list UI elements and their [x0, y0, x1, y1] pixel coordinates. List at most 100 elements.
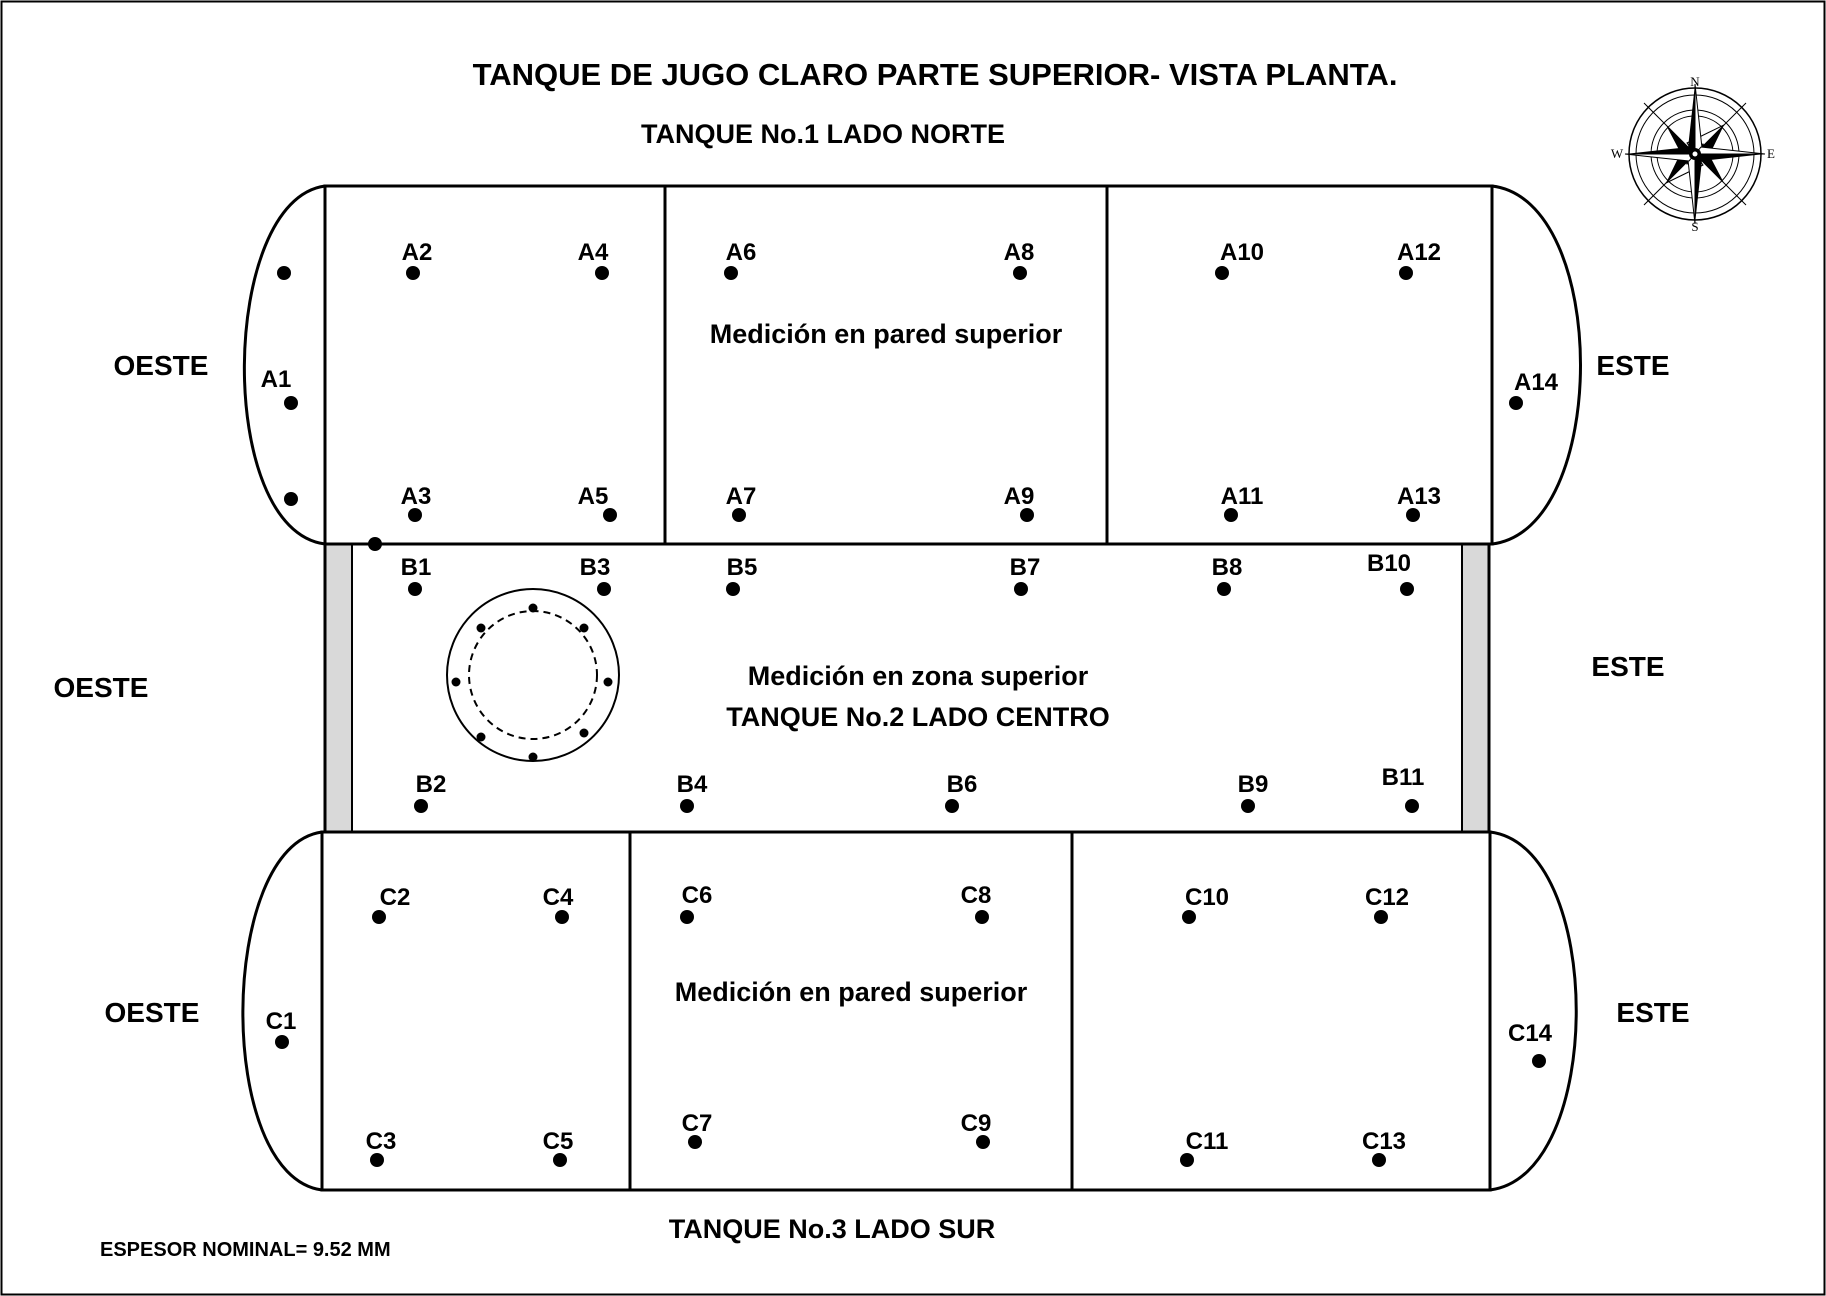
point-a9 — [1020, 508, 1034, 522]
point-a13 — [1406, 508, 1420, 522]
label-b8: B8 — [1212, 554, 1243, 581]
label-a3: A3 — [401, 483, 432, 510]
label-a4: A4 — [578, 239, 609, 266]
label-b5: B5 — [727, 554, 758, 581]
point-a2 — [406, 266, 420, 280]
east-label-north: ESTE — [1596, 350, 1669, 381]
point-c12 — [1374, 910, 1388, 924]
point-c6 — [680, 910, 694, 924]
label-c5: C5 — [543, 1128, 574, 1155]
point-a1 — [284, 396, 298, 410]
west-label-center: OESTE — [54, 672, 149, 703]
west-label-north: OESTE — [114, 350, 209, 381]
label-c9: C9 — [961, 1110, 992, 1137]
label-c13: C13 — [1362, 1128, 1406, 1155]
point-b8 — [1217, 582, 1231, 596]
point-a11 — [1224, 508, 1238, 522]
point-a12 — [1399, 266, 1413, 280]
label-a10: A10 — [1220, 239, 1264, 266]
tank-north — [242, 184, 1582, 546]
label-b9: B9 — [1238, 771, 1269, 798]
points-c: C1 C2 C3 C4 C5 C6 C7 C8 C9 C10 C11 C12 C… — [266, 882, 1553, 1167]
point-c1 — [275, 1035, 289, 1049]
label-a8: A8 — [1004, 239, 1035, 266]
label-c12: C12 — [1365, 884, 1409, 911]
label-c10: C10 — [1185, 884, 1229, 911]
label-a5: A5 — [578, 483, 609, 510]
tank-south — [241, 830, 1578, 1192]
note-center: Medición en zona superior — [748, 661, 1089, 691]
label-c7: C7 — [682, 1110, 713, 1137]
label-c2: C2 — [380, 884, 411, 911]
east-label-center: ESTE — [1591, 651, 1664, 682]
point-b9 — [1241, 799, 1255, 813]
unlabeled-point — [284, 492, 298, 506]
label-a14: A14 — [1514, 369, 1559, 396]
point-c8 — [975, 910, 989, 924]
point-c14 — [1532, 1054, 1546, 1068]
label-b3: B3 — [580, 554, 611, 581]
label-b11: B11 — [1382, 764, 1425, 791]
point-b11 — [1405, 799, 1419, 813]
points-b: B1 B2 B3 B4 B5 B6 B7 B8 B9 B10 B11 — [401, 550, 1425, 813]
point-c7 — [688, 1135, 702, 1149]
label-a6: A6 — [726, 239, 757, 266]
west-label-south: OESTE — [105, 997, 200, 1028]
compass-rose-icon: N S E W — [1611, 74, 1775, 234]
manhole — [446, 588, 620, 762]
tank-south-label: TANQUE No.3 LADO SUR — [669, 1214, 996, 1244]
note-south: Medición en pared superior — [675, 977, 1028, 1007]
point-b2 — [414, 799, 428, 813]
label-b4: B4 — [677, 771, 708, 798]
label-a2: A2 — [402, 239, 433, 266]
point-b4 — [680, 799, 694, 813]
point-b7 — [1014, 582, 1028, 596]
compass-n: N — [1690, 74, 1700, 89]
point-a3 — [408, 508, 422, 522]
unlabeled-point — [277, 266, 291, 280]
point-a4 — [595, 266, 609, 280]
label-a7: A7 — [726, 483, 757, 510]
point-c4 — [555, 910, 569, 924]
label-c11: C11 — [1186, 1128, 1229, 1155]
point-c3 — [370, 1153, 384, 1167]
label-c3: C3 — [366, 1128, 397, 1155]
label-a9: A9 — [1004, 483, 1035, 510]
point-c11 — [1180, 1153, 1194, 1167]
label-b2: B2 — [416, 771, 447, 798]
point-b10 — [1400, 582, 1414, 596]
compass-w: W — [1611, 146, 1624, 161]
west-band — [324, 543, 353, 833]
compass-e: E — [1767, 146, 1775, 161]
label-b1: B1 — [401, 554, 432, 581]
label-b7: B7 — [1010, 554, 1041, 581]
note-north: Medición en pared superior — [710, 319, 1063, 349]
point-c5 — [553, 1153, 567, 1167]
label-a1: A1 — [261, 366, 292, 393]
east-band — [1461, 543, 1490, 833]
tank-center-label: TANQUE No.2 LADO CENTRO — [726, 702, 1110, 732]
tank-north-label: TANQUE No.1 LADO NORTE — [641, 119, 1005, 149]
point-c10 — [1182, 910, 1196, 924]
label-b6: B6 — [947, 771, 978, 798]
nominal-thickness: ESPESOR NOMINAL= 9.52 MM — [100, 1239, 391, 1261]
point-b1 — [408, 582, 422, 596]
point-c9 — [976, 1135, 990, 1149]
compass-s: S — [1691, 219, 1698, 234]
east-label-south: ESTE — [1616, 997, 1689, 1028]
point-c13 — [1372, 1153, 1386, 1167]
point-a10 — [1215, 266, 1229, 280]
point-a8 — [1013, 266, 1027, 280]
label-c4: C4 — [543, 884, 574, 911]
label-c1: C1 — [266, 1008, 297, 1035]
label-b10: B10 — [1367, 550, 1411, 577]
point-a5 — [603, 508, 617, 522]
label-a13: A13 — [1397, 483, 1441, 510]
point-a14 — [1509, 396, 1523, 410]
point-a7 — [732, 508, 746, 522]
label-a12: A12 — [1397, 239, 1441, 266]
point-c2 — [372, 910, 386, 924]
diagram-title: TANQUE DE JUGO CLARO PARTE SUPERIOR- VIS… — [473, 57, 1398, 92]
